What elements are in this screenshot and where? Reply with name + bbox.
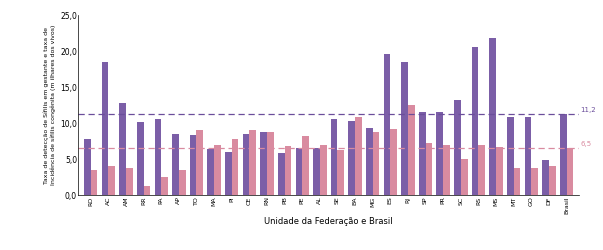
Bar bbox=[126, 168, 133, 195]
Bar bbox=[154, 120, 161, 195]
Bar bbox=[443, 144, 450, 195]
Bar bbox=[355, 117, 362, 195]
Bar bbox=[384, 54, 390, 195]
Bar bbox=[567, 148, 573, 195]
X-axis label: Unidade da Federação e Brasil: Unidade da Federação e Brasil bbox=[264, 217, 393, 226]
Bar bbox=[461, 159, 467, 195]
Bar bbox=[454, 100, 461, 195]
Y-axis label: Taxa de detecção de Sífilis em gestante e taxa de
Incidência de sífilis congênit: Taxa de detecção de Sífilis em gestante … bbox=[43, 25, 56, 185]
Bar bbox=[84, 139, 90, 195]
Bar bbox=[242, 134, 249, 195]
Bar bbox=[560, 114, 567, 195]
Text: 6,5: 6,5 bbox=[581, 141, 592, 147]
Bar bbox=[490, 38, 496, 195]
Bar bbox=[373, 132, 379, 195]
Bar bbox=[366, 128, 373, 195]
Bar bbox=[109, 166, 115, 195]
Bar bbox=[408, 105, 415, 195]
Bar bbox=[531, 168, 538, 195]
Bar bbox=[313, 148, 320, 195]
Bar bbox=[549, 166, 555, 195]
Bar bbox=[197, 130, 203, 195]
Bar bbox=[285, 146, 291, 195]
Bar bbox=[172, 134, 179, 195]
Bar bbox=[390, 129, 397, 195]
Bar bbox=[190, 135, 197, 195]
Bar bbox=[137, 122, 144, 195]
Bar bbox=[525, 117, 531, 195]
Bar bbox=[260, 132, 267, 195]
Bar bbox=[496, 147, 503, 195]
Text: 11,2: 11,2 bbox=[581, 106, 596, 112]
Bar bbox=[507, 117, 514, 195]
Bar bbox=[542, 160, 549, 195]
Bar bbox=[401, 62, 408, 195]
Bar bbox=[90, 170, 98, 195]
Bar bbox=[419, 112, 426, 195]
Bar bbox=[161, 177, 168, 195]
Bar bbox=[426, 143, 432, 195]
Bar bbox=[331, 120, 338, 195]
Bar bbox=[225, 152, 232, 195]
Bar bbox=[514, 168, 520, 195]
Bar bbox=[349, 121, 355, 195]
Bar bbox=[102, 62, 109, 195]
Bar bbox=[119, 103, 126, 195]
Bar bbox=[278, 153, 285, 195]
Bar bbox=[249, 130, 256, 195]
Bar bbox=[302, 136, 309, 195]
Bar bbox=[232, 139, 238, 195]
Bar bbox=[267, 132, 274, 195]
Bar bbox=[437, 112, 443, 195]
Bar bbox=[320, 144, 326, 195]
Bar bbox=[144, 186, 150, 195]
Bar bbox=[478, 145, 485, 195]
Bar bbox=[207, 149, 214, 195]
Bar bbox=[338, 150, 344, 195]
Bar bbox=[472, 47, 478, 195]
Bar bbox=[179, 170, 186, 195]
Bar bbox=[295, 148, 302, 195]
Bar bbox=[214, 144, 221, 195]
